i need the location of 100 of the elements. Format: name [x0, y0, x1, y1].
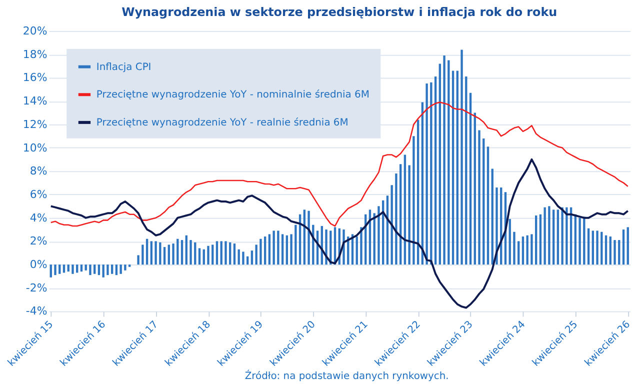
bar — [238, 249, 240, 265]
bar — [94, 264, 96, 274]
bar — [518, 241, 520, 265]
bar — [154, 241, 157, 265]
bar — [286, 235, 288, 265]
bar — [530, 234, 533, 265]
y-tick-label: 10% — [22, 141, 48, 154]
bar — [452, 70, 454, 265]
line-series — [50, 102, 629, 227]
legend-label: Przeciętne wynagrodzenie YoY - nominalnie średnia 6M — [96, 90, 370, 101]
bar — [180, 240, 184, 265]
bar — [544, 207, 546, 265]
bar — [583, 216, 586, 265]
bar — [194, 242, 196, 265]
bar — [102, 264, 104, 278]
bar — [242, 252, 244, 265]
bar — [84, 264, 87, 270]
bar — [587, 228, 590, 265]
bar — [146, 238, 148, 265]
y-tick-label: 14% — [22, 94, 48, 108]
bar — [216, 241, 218, 265]
bar — [614, 240, 616, 265]
bar — [268, 234, 271, 265]
bar — [89, 264, 92, 276]
bar — [246, 256, 249, 265]
y-tick-label: 16% — [22, 71, 48, 84]
bar — [360, 227, 362, 265]
chart-title: Wynagrodzenia w sektorze przedsiębiorstw i inflacja rok do roku — [122, 5, 558, 20]
y-tick-label: 0% — [30, 258, 48, 272]
bar — [522, 236, 524, 265]
y-tick-label: 4% — [30, 211, 48, 224]
bar — [434, 76, 437, 265]
bar — [578, 218, 581, 265]
line-series — [50, 158, 629, 309]
bar — [443, 56, 446, 265]
bar — [72, 264, 74, 274]
bar — [185, 235, 188, 265]
bar — [202, 249, 205, 265]
y-tick-label: 12% — [22, 118, 48, 131]
bar — [198, 248, 201, 265]
bar — [408, 165, 410, 265]
bar — [207, 246, 210, 265]
y-tick-label: 2% — [30, 234, 48, 248]
bar — [58, 264, 61, 274]
bar — [539, 214, 542, 265]
bar — [212, 244, 214, 265]
bar — [264, 236, 266, 265]
bar — [556, 210, 560, 265]
bar — [137, 255, 140, 265]
bar — [172, 244, 174, 265]
bar — [294, 224, 297, 265]
bar — [260, 238, 262, 265]
y-tick-label: 18% — [22, 48, 48, 61]
bar — [233, 244, 236, 265]
bar — [159, 242, 162, 265]
bar — [390, 185, 393, 265]
bar — [190, 240, 192, 265]
bar — [120, 264, 122, 274]
bar — [478, 130, 480, 265]
bar — [224, 241, 227, 265]
bar — [513, 232, 516, 265]
bar — [80, 264, 83, 272]
bar — [54, 264, 56, 276]
bar — [62, 264, 66, 273]
bar — [618, 240, 620, 265]
bar — [76, 264, 78, 273]
bar — [460, 50, 463, 265]
bar — [50, 264, 52, 278]
bar — [220, 241, 222, 265]
bar — [474, 112, 476, 265]
legend-label: Inflacja CPI — [96, 62, 152, 73]
bar — [426, 84, 428, 265]
bar — [277, 230, 280, 265]
y-tick-label: 8% — [30, 164, 48, 178]
bar — [98, 264, 100, 276]
bar — [176, 238, 179, 265]
bar — [142, 244, 144, 265]
y-tick-label: 6% — [30, 188, 48, 201]
bar — [548, 206, 550, 265]
bar — [124, 264, 126, 270]
bar — [67, 264, 70, 272]
bar — [163, 247, 166, 265]
bar — [456, 70, 458, 265]
bar — [496, 187, 498, 265]
bar — [609, 236, 612, 265]
bar — [150, 241, 153, 265]
bar — [561, 207, 564, 265]
bar — [356, 236, 358, 265]
bar — [604, 235, 608, 265]
bar — [526, 235, 528, 265]
bar — [412, 136, 415, 265]
bar — [229, 242, 232, 265]
bar — [469, 92, 472, 265]
bar — [378, 206, 380, 265]
bar — [106, 264, 109, 276]
bar — [110, 264, 114, 274]
bar — [552, 210, 555, 265]
y-tick-label: 20% — [22, 24, 48, 38]
bar — [626, 227, 629, 265]
bar — [534, 216, 538, 265]
